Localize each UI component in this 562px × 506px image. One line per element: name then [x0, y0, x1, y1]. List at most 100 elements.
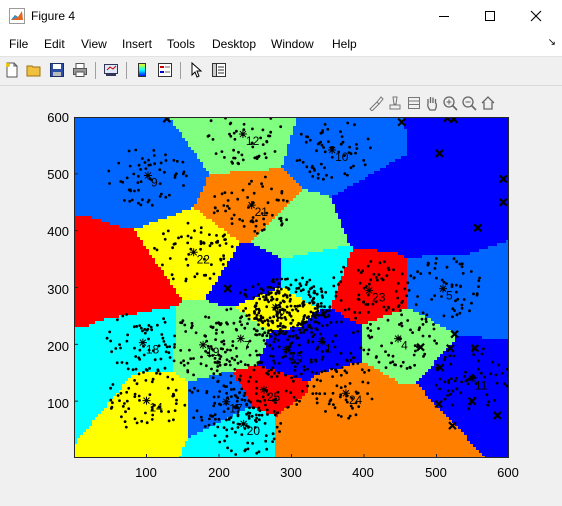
centroid-label: 18 [146, 343, 160, 357]
data-point [225, 428, 229, 432]
data-point [256, 361, 260, 365]
data-point [281, 325, 285, 329]
data-point [214, 338, 218, 341]
data-point [255, 329, 258, 333]
maximize-button[interactable] [467, 0, 513, 32]
menu-window[interactable]: Window [271, 37, 314, 51]
data-point [275, 297, 279, 301]
data-point [338, 395, 342, 399]
voronoi-cell [350, 363, 368, 366]
save-button[interactable] [47, 60, 67, 80]
voronoi-cell [188, 144, 287, 147]
brush-tool[interactable] [367, 94, 385, 112]
voronoi-cell [425, 372, 509, 375]
voronoi-cell [263, 351, 362, 354]
outlier-marker [498, 174, 508, 184]
data-point [209, 345, 213, 348]
voronoi-cell [266, 225, 341, 228]
voronoi-cell [476, 447, 509, 450]
data-point [400, 321, 403, 325]
data-point [255, 157, 259, 160]
voronoi-cell [230, 258, 281, 261]
menu-insert[interactable]: Insert [122, 37, 153, 51]
pan-tool[interactable] [423, 94, 441, 112]
insert-colorbar-button[interactable] [132, 60, 152, 80]
voronoi-cell [74, 267, 161, 270]
voronoi-cell [203, 429, 275, 432]
link-plot-button[interactable] [101, 60, 121, 80]
edit-plot-button[interactable] [186, 60, 206, 80]
voronoi-cell [275, 432, 464, 435]
data-point [424, 317, 428, 321]
voronoi-cell [341, 279, 407, 282]
data-point [159, 161, 163, 165]
home-tool[interactable] [479, 94, 497, 112]
minimize-button[interactable] [421, 0, 467, 32]
voronoi-cell [167, 276, 218, 279]
close-button[interactable] [513, 0, 559, 32]
data-point [350, 396, 354, 400]
zoom-out-tool[interactable] [460, 94, 478, 112]
insert-legend-button[interactable] [155, 60, 175, 80]
data-point [383, 260, 386, 264]
voronoi-cell [269, 330, 272, 333]
voronoi-cell [176, 291, 209, 294]
data-point [326, 127, 330, 131]
data-point [189, 357, 193, 361]
voronoi-cell [275, 453, 482, 456]
data-point [219, 347, 223, 350]
voronoi-cell [263, 348, 362, 351]
voronoi-cell [74, 447, 182, 450]
voronoi-cell [74, 363, 173, 366]
data-point [224, 242, 228, 245]
data-point [139, 168, 142, 171]
data-point [369, 278, 373, 282]
data-point [147, 337, 150, 341]
data-point [275, 425, 279, 429]
voronoi-cell [176, 336, 269, 339]
voronoi-cell [344, 231, 509, 234]
data-point [261, 288, 265, 292]
data-point [314, 316, 317, 320]
data-point [376, 278, 379, 282]
data-point [366, 381, 370, 385]
data-point [279, 422, 283, 425]
data-point [235, 328, 239, 332]
voronoi-cell [362, 360, 434, 363]
data-point [276, 390, 280, 394]
data-points [105, 117, 509, 456]
menu-view[interactable]: View [81, 37, 107, 51]
data-point [167, 351, 171, 354]
print-button[interactable] [70, 60, 90, 80]
data-point [125, 339, 129, 343]
open-file-button[interactable] [24, 60, 44, 80]
data-point [163, 170, 166, 174]
menu-edit[interactable]: Edit [44, 37, 65, 51]
data-tips-tool[interactable] [386, 94, 404, 112]
data-point [394, 290, 398, 293]
data-point [137, 163, 141, 167]
data-point [240, 433, 244, 436]
new-figure-button[interactable] [2, 60, 22, 80]
voronoi-cell [293, 198, 332, 201]
data-point [121, 314, 125, 318]
data-point [199, 415, 203, 419]
menu-help[interactable]: Help [332, 37, 357, 51]
data-point [327, 314, 330, 318]
data-point [346, 121, 350, 125]
menu-desktop[interactable]: Desktop [212, 37, 257, 51]
data-point [211, 354, 215, 357]
data-point [263, 398, 267, 402]
data-point [271, 366, 275, 370]
menu-file[interactable]: File [9, 37, 29, 51]
data-point [235, 399, 239, 403]
dock-arrow-icon[interactable]: ↘ [547, 37, 556, 48]
property-inspector-button[interactable] [209, 60, 229, 80]
voronoi-cell [188, 438, 275, 441]
restore-view-tool[interactable] [405, 94, 423, 112]
data-point [226, 322, 229, 326]
voronoi-cell [275, 435, 467, 438]
zoom-in-tool[interactable] [441, 94, 459, 112]
menu-tools[interactable]: Tools [167, 37, 196, 51]
